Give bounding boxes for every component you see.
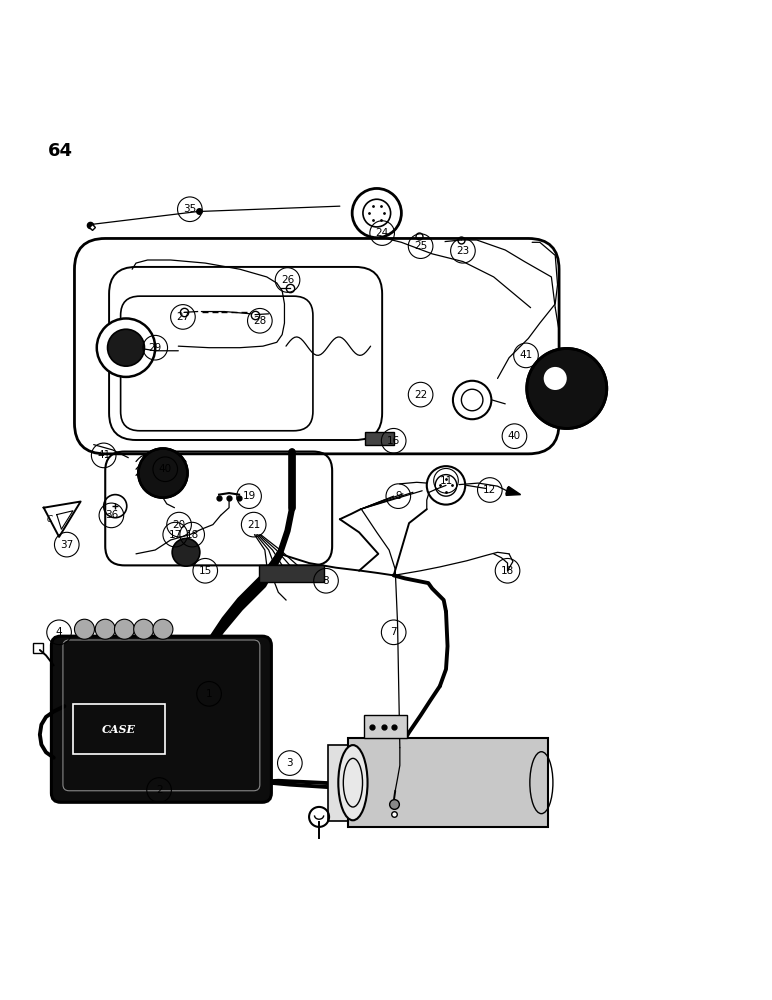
Bar (365, 432, 394, 445)
Text: 18: 18 (501, 566, 514, 576)
Text: 1: 1 (206, 689, 212, 699)
Text: 18: 18 (185, 530, 198, 540)
Circle shape (107, 329, 144, 366)
Text: 40: 40 (159, 464, 172, 474)
Text: 3: 3 (286, 758, 293, 768)
Text: 4: 4 (56, 627, 63, 637)
Text: 12: 12 (483, 485, 496, 495)
Text: 41: 41 (520, 350, 533, 360)
Text: 26: 26 (281, 275, 294, 285)
FancyArrow shape (506, 486, 520, 495)
Ellipse shape (338, 745, 367, 820)
Text: 25: 25 (414, 241, 427, 251)
Text: 17: 17 (168, 530, 182, 540)
Text: 37: 37 (60, 540, 73, 550)
Text: C: C (47, 515, 52, 524)
Text: 20: 20 (172, 520, 185, 530)
Bar (259, 565, 324, 582)
Text: 40: 40 (508, 431, 521, 441)
Circle shape (96, 318, 155, 377)
Text: 21: 21 (247, 520, 260, 530)
Bar (73, 704, 165, 754)
Text: 11: 11 (439, 476, 452, 486)
Circle shape (138, 448, 188, 498)
Text: 19: 19 (242, 491, 256, 501)
Text: CASE: CASE (102, 724, 136, 735)
Bar (327, 745, 349, 821)
Text: 64: 64 (48, 142, 73, 160)
Text: 22: 22 (414, 390, 427, 400)
Text: 16: 16 (387, 436, 401, 446)
Text: 2: 2 (156, 785, 162, 795)
Bar (347, 738, 547, 827)
Text: 27: 27 (176, 312, 190, 322)
Circle shape (74, 619, 94, 639)
Text: 28: 28 (253, 316, 266, 326)
Text: 23: 23 (456, 246, 469, 256)
Circle shape (134, 619, 154, 639)
Circle shape (153, 619, 173, 639)
Circle shape (95, 619, 115, 639)
Text: 24: 24 (375, 228, 389, 238)
Text: 36: 36 (105, 510, 118, 520)
Text: 35: 35 (183, 204, 196, 214)
Circle shape (543, 367, 567, 390)
Bar (364, 715, 407, 738)
Text: 15: 15 (198, 566, 212, 576)
FancyBboxPatch shape (52, 636, 272, 802)
Text: 7: 7 (391, 627, 397, 637)
Text: 9: 9 (395, 491, 401, 501)
Text: 29: 29 (148, 343, 162, 353)
Text: 41: 41 (97, 450, 110, 460)
Circle shape (527, 348, 607, 428)
Circle shape (114, 619, 134, 639)
Circle shape (172, 538, 200, 566)
Text: 8: 8 (323, 576, 330, 586)
